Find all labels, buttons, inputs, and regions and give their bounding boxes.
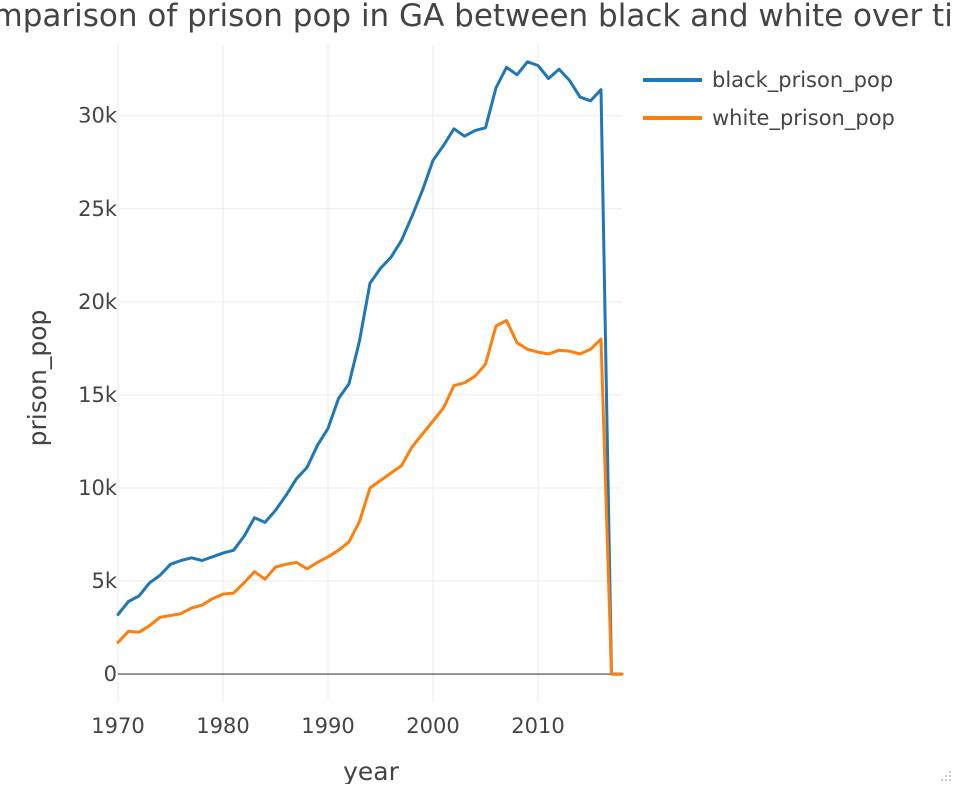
series-line-white-prison-pop [116, 319, 624, 676]
legend-item-white-prison-pop[interactable]: white_prison_pop [643, 106, 895, 131]
axes: 1970 1980 1990 2000 2010 0 5k 10k 15k 20k 25k 30k [78, 104, 622, 738]
x-axis-title: year [343, 757, 399, 784]
chart-title: Comparison of prison pop in GA between b… [0, 0, 954, 34]
legend-label: black_prison_pop [712, 68, 893, 93]
x-tick-label: 2000 [406, 714, 459, 738]
gridlines [117, 45, 622, 702]
legend[interactable]: black_prison_pop white_prison_pop [643, 68, 895, 131]
resize-grip-icon[interactable] [938, 768, 952, 782]
y-tick-label: 0 [104, 662, 117, 686]
legend-item-black-prison-pop[interactable]: black_prison_pop [643, 68, 893, 93]
y-tick-label: 5k [91, 569, 117, 593]
x-tick-label: 1970 [91, 714, 144, 738]
series-lines [116, 60, 624, 676]
y-axis-title: prison_pop [23, 310, 52, 447]
x-tick-label: 2010 [511, 714, 564, 738]
y-tick-label: 15k [78, 383, 118, 407]
series-line-black-prison-pop [116, 60, 624, 676]
x-tick-label: 1980 [196, 714, 249, 738]
y-tick-label: 10k [78, 476, 118, 500]
x-tick-label: 1990 [301, 714, 354, 738]
legend-label: white_prison_pop [712, 106, 895, 131]
y-tick-label: 20k [78, 290, 118, 314]
y-tick-label: 30k [78, 104, 118, 128]
y-tick-label: 25k [78, 197, 118, 221]
